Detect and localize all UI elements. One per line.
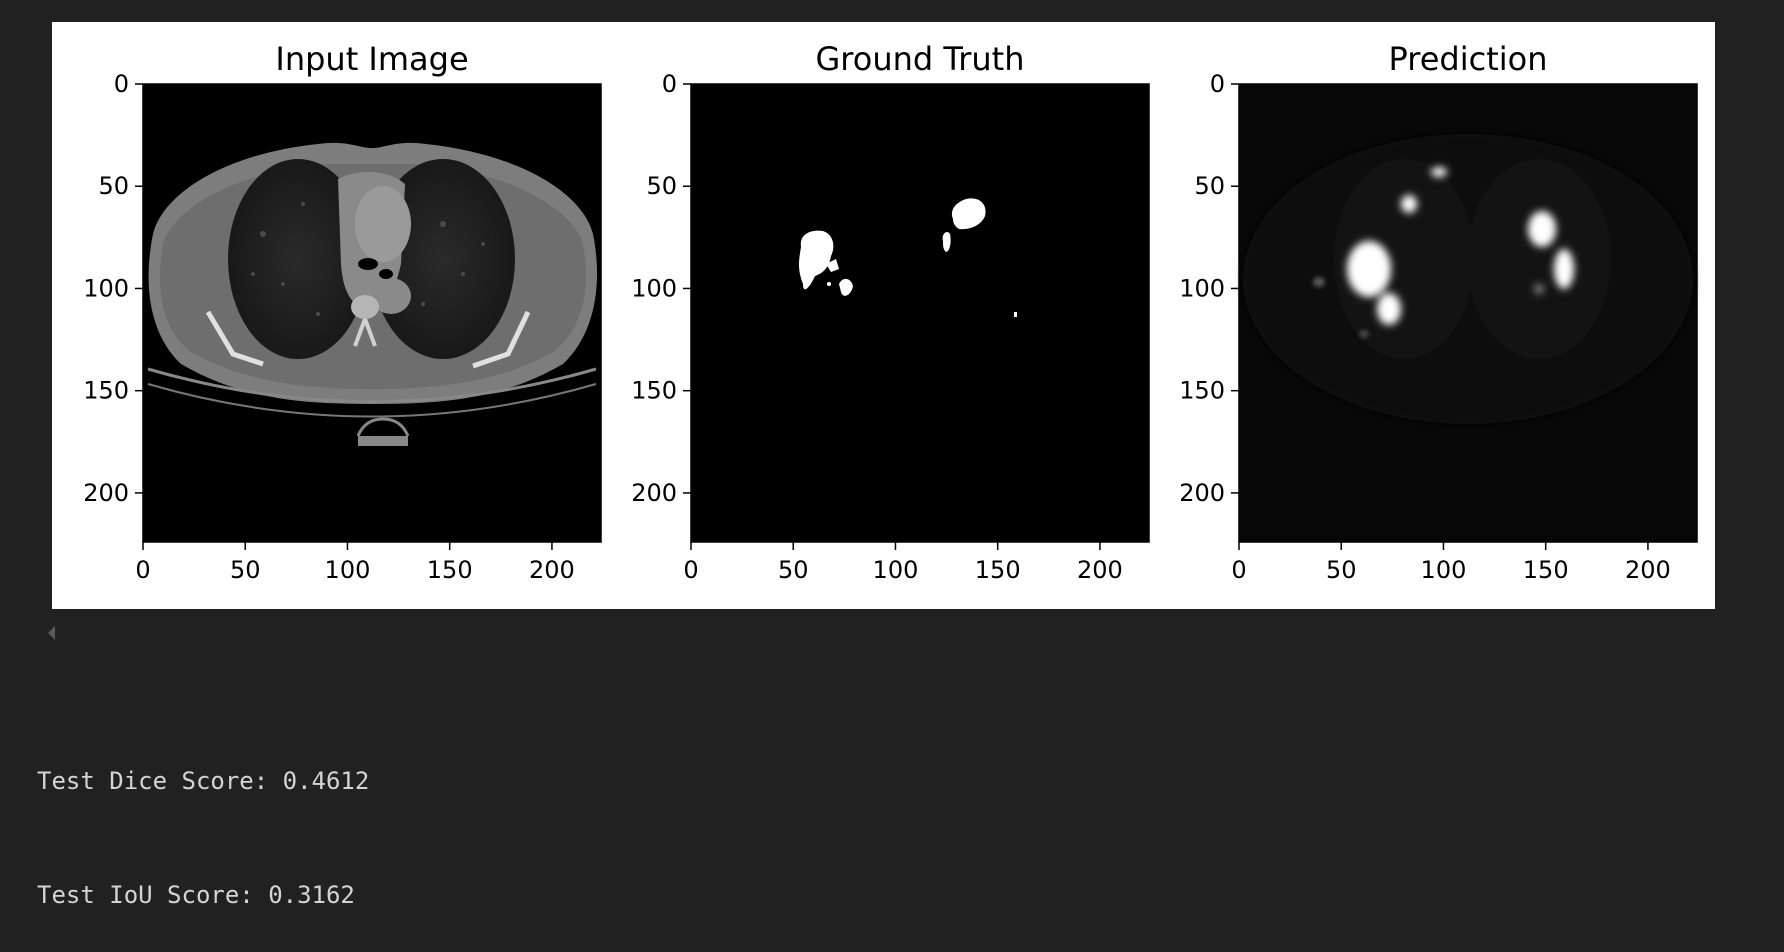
x-tick-label: 0 bbox=[1231, 556, 1246, 584]
y-tick-label: 150 bbox=[83, 377, 129, 405]
x-tick-label: 150 bbox=[1523, 556, 1569, 584]
x-tick-label: 200 bbox=[1625, 556, 1671, 584]
x-tick-label: 200 bbox=[1077, 556, 1123, 584]
dice-score-line: Test Dice Score: 0.4612 bbox=[37, 767, 370, 795]
scroll-left-icon[interactable] bbox=[48, 626, 55, 640]
y-tick-label: 100 bbox=[83, 274, 129, 302]
panel-title: Input Image bbox=[275, 40, 468, 78]
panel-input-image: Input Image bbox=[83, 40, 602, 584]
x-tick-label: 50 bbox=[778, 556, 809, 584]
x-tick-label: 50 bbox=[230, 556, 261, 584]
x-axis: 0 50 100 150 200 bbox=[135, 542, 575, 584]
image-area bbox=[1239, 84, 1697, 542]
x-tick-label: 150 bbox=[427, 556, 473, 584]
x-axis: 0 50 100 150 200 bbox=[1231, 542, 1671, 584]
ct-scan-image bbox=[147, 142, 598, 446]
y-tick-label: 50 bbox=[646, 172, 677, 200]
iou-score-line: Test IoU Score: 0.3162 bbox=[37, 881, 355, 909]
panel-title: Prediction bbox=[1389, 40, 1548, 78]
y-tick-label: 0 bbox=[1210, 70, 1225, 98]
y-tick-label: 200 bbox=[631, 479, 677, 507]
y-axis: 0 50 100 150 200 bbox=[1179, 70, 1239, 507]
x-tick-label: 100 bbox=[873, 556, 919, 584]
panel-title: Ground Truth bbox=[816, 40, 1025, 78]
axes-frame bbox=[690, 83, 1150, 543]
y-tick-label: 0 bbox=[114, 70, 129, 98]
y-tick-label: 150 bbox=[1179, 377, 1225, 405]
prediction-map bbox=[1243, 134, 1693, 424]
y-tick-label: 200 bbox=[83, 479, 129, 507]
x-tick-label: 200 bbox=[529, 556, 575, 584]
cell-output: Test Dice Score: 0.4612 Test IoU Score: … bbox=[37, 686, 369, 952]
x-tick-label: 0 bbox=[683, 556, 698, 584]
x-tick-label: 0 bbox=[135, 556, 150, 584]
x-tick-label: 100 bbox=[325, 556, 371, 584]
y-tick-label: 100 bbox=[1179, 274, 1225, 302]
y-axis: 0 50 100 150 200 bbox=[83, 70, 143, 507]
y-tick-label: 0 bbox=[662, 70, 677, 98]
y-tick-label: 200 bbox=[1179, 479, 1225, 507]
y-tick-label: 50 bbox=[1194, 172, 1225, 200]
panel-ground-truth: Ground Truth 0 50 100 150 200 0 50 100 150 200 bbox=[631, 40, 1150, 584]
y-tick-label: 100 bbox=[631, 274, 677, 302]
axes-frame bbox=[1238, 83, 1698, 543]
y-tick-label: 50 bbox=[98, 172, 129, 200]
image-area bbox=[143, 84, 601, 542]
x-tick-label: 150 bbox=[975, 556, 1021, 584]
y-axis: 0 50 100 150 200 bbox=[631, 70, 691, 507]
x-tick-label: 50 bbox=[1326, 556, 1357, 584]
image-area bbox=[691, 84, 1149, 542]
x-axis: 0 50 100 150 200 bbox=[683, 542, 1123, 584]
segmentation-mask bbox=[799, 198, 1017, 317]
panel-prediction: Prediction bbox=[1179, 40, 1698, 584]
axes-frame bbox=[142, 83, 602, 543]
x-tick-label: 100 bbox=[1421, 556, 1467, 584]
figure: Input Image bbox=[52, 22, 1715, 609]
y-tick-label: 150 bbox=[631, 377, 677, 405]
